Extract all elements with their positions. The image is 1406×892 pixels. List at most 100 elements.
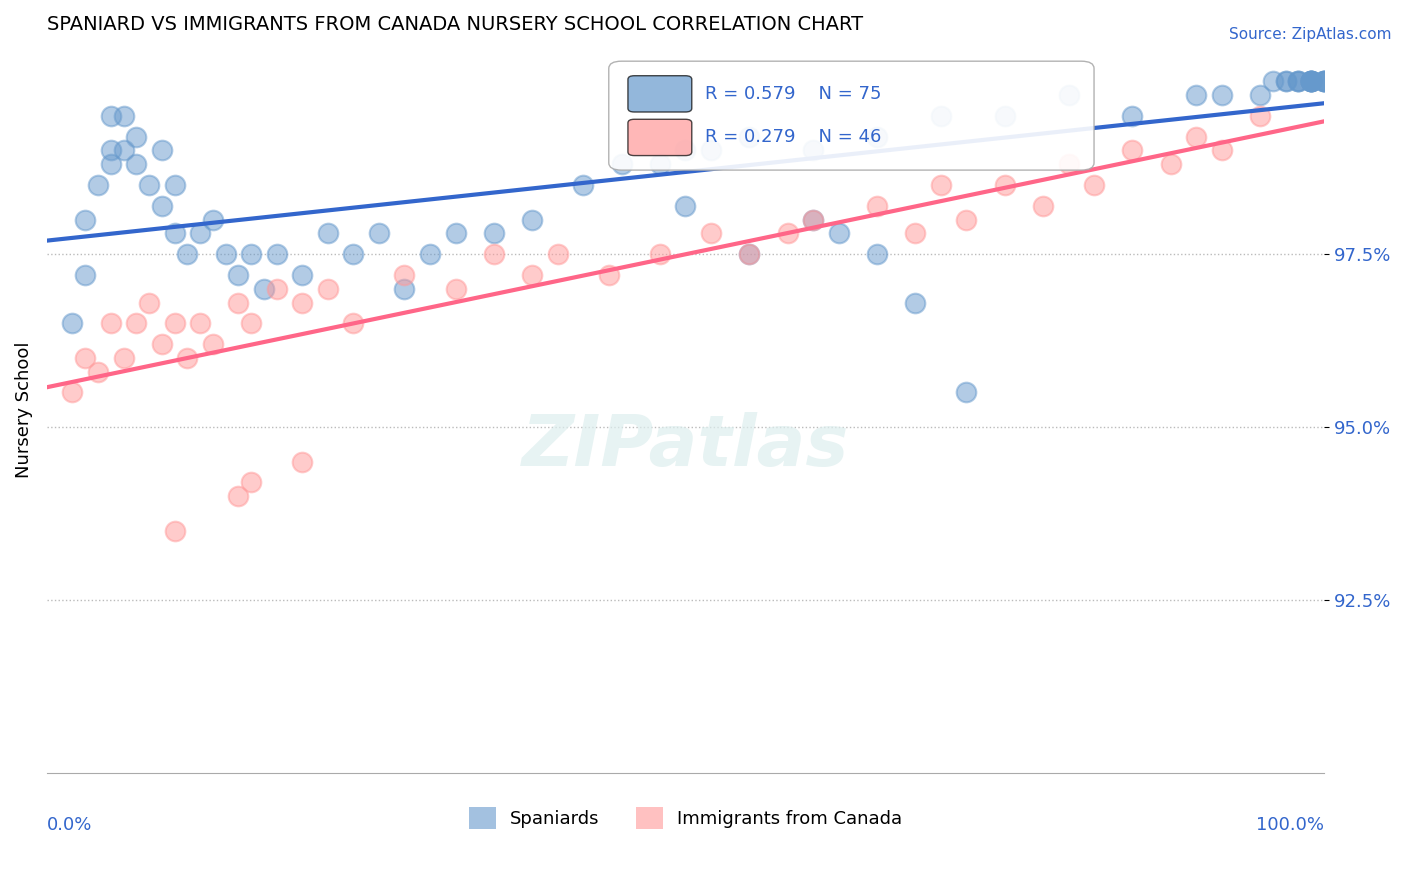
Spaniards bbox=[1313, 74, 1336, 88]
Spaniards bbox=[1301, 74, 1323, 88]
Immigrants from Canada bbox=[776, 227, 799, 241]
Spaniards bbox=[1313, 74, 1336, 88]
Spaniards bbox=[75, 268, 97, 282]
Immigrants from Canada bbox=[75, 351, 97, 365]
Immigrants from Canada bbox=[266, 282, 288, 296]
Immigrants from Canada bbox=[176, 351, 198, 365]
Immigrants from Canada bbox=[547, 247, 569, 261]
Spaniards bbox=[738, 129, 761, 144]
Spaniards bbox=[100, 157, 122, 171]
Immigrants from Canada bbox=[163, 524, 186, 538]
Spaniards bbox=[394, 282, 416, 296]
Immigrants from Canada bbox=[929, 178, 952, 192]
Spaniards bbox=[201, 212, 224, 227]
Immigrants from Canada bbox=[1083, 178, 1105, 192]
Spaniards bbox=[1301, 74, 1323, 88]
Spaniards bbox=[342, 247, 364, 261]
Spaniards bbox=[367, 227, 389, 241]
Immigrants from Canada bbox=[394, 268, 416, 282]
Spaniards bbox=[955, 385, 977, 400]
Immigrants from Canada bbox=[125, 316, 148, 330]
Y-axis label: Nursery School: Nursery School bbox=[15, 342, 32, 478]
Immigrants from Canada bbox=[291, 295, 314, 310]
Spaniards bbox=[1274, 74, 1296, 88]
Immigrants from Canada bbox=[228, 489, 250, 503]
Spaniards bbox=[1313, 74, 1336, 88]
Spaniards bbox=[904, 295, 927, 310]
Immigrants from Canada bbox=[188, 316, 211, 330]
Spaniards bbox=[1057, 88, 1080, 103]
Spaniards bbox=[138, 178, 160, 192]
Immigrants from Canada bbox=[87, 365, 110, 379]
Immigrants from Canada bbox=[1249, 109, 1271, 123]
Text: R = 0.579    N = 75: R = 0.579 N = 75 bbox=[704, 85, 882, 103]
Spaniards bbox=[150, 199, 173, 213]
Spaniards bbox=[801, 144, 824, 158]
Spaniards bbox=[673, 199, 696, 213]
Spaniards bbox=[1301, 74, 1323, 88]
Immigrants from Canada bbox=[291, 454, 314, 468]
Immigrants from Canada bbox=[342, 316, 364, 330]
Text: 100.0%: 100.0% bbox=[1256, 816, 1324, 834]
Immigrants from Canada bbox=[866, 199, 889, 213]
Spaniards bbox=[163, 178, 186, 192]
Spaniards bbox=[240, 247, 263, 261]
Spaniards bbox=[1274, 74, 1296, 88]
Immigrants from Canada bbox=[112, 351, 135, 365]
Spaniards bbox=[150, 144, 173, 158]
Spaniards bbox=[1301, 74, 1323, 88]
Spaniards bbox=[1286, 74, 1309, 88]
Text: 0.0%: 0.0% bbox=[46, 816, 93, 834]
Spaniards bbox=[700, 144, 723, 158]
Spaniards bbox=[75, 212, 97, 227]
Immigrants from Canada bbox=[904, 227, 927, 241]
Spaniards bbox=[316, 227, 339, 241]
Immigrants from Canada bbox=[598, 268, 620, 282]
Text: Source: ZipAtlas.com: Source: ZipAtlas.com bbox=[1229, 27, 1392, 42]
Spaniards bbox=[1313, 74, 1336, 88]
Immigrants from Canada bbox=[1185, 129, 1208, 144]
FancyBboxPatch shape bbox=[628, 76, 692, 112]
Immigrants from Canada bbox=[163, 316, 186, 330]
Spaniards bbox=[1121, 109, 1143, 123]
Spaniards bbox=[801, 212, 824, 227]
Immigrants from Canada bbox=[1211, 144, 1233, 158]
Spaniards bbox=[291, 268, 314, 282]
Immigrants from Canada bbox=[228, 295, 250, 310]
Spaniards bbox=[866, 129, 889, 144]
Immigrants from Canada bbox=[240, 475, 263, 490]
Immigrants from Canada bbox=[62, 385, 84, 400]
Immigrants from Canada bbox=[444, 282, 467, 296]
FancyBboxPatch shape bbox=[609, 62, 1094, 170]
Immigrants from Canada bbox=[1057, 157, 1080, 171]
Spaniards bbox=[163, 227, 186, 241]
Immigrants from Canada bbox=[1160, 157, 1182, 171]
Spaniards bbox=[62, 316, 84, 330]
Immigrants from Canada bbox=[801, 212, 824, 227]
Immigrants from Canada bbox=[1032, 199, 1054, 213]
Immigrants from Canada bbox=[648, 247, 671, 261]
Immigrants from Canada bbox=[482, 247, 505, 261]
Spaniards bbox=[87, 178, 110, 192]
Spaniards bbox=[444, 227, 467, 241]
Spaniards bbox=[1286, 74, 1309, 88]
Spaniards bbox=[176, 247, 198, 261]
Spaniards bbox=[215, 247, 238, 261]
Spaniards bbox=[188, 227, 211, 241]
Spaniards bbox=[1261, 74, 1284, 88]
Spaniards bbox=[1301, 74, 1323, 88]
Spaniards bbox=[866, 247, 889, 261]
Immigrants from Canada bbox=[316, 282, 339, 296]
Text: ZIPatlas: ZIPatlas bbox=[522, 411, 849, 481]
Spaniards bbox=[266, 247, 288, 261]
Spaniards bbox=[520, 212, 543, 227]
Spaniards bbox=[482, 227, 505, 241]
Immigrants from Canada bbox=[150, 337, 173, 351]
Immigrants from Canada bbox=[700, 227, 723, 241]
FancyBboxPatch shape bbox=[628, 120, 692, 155]
Immigrants from Canada bbox=[1121, 144, 1143, 158]
Spaniards bbox=[100, 144, 122, 158]
Spaniards bbox=[125, 157, 148, 171]
Immigrants from Canada bbox=[738, 247, 761, 261]
Spaniards bbox=[112, 109, 135, 123]
